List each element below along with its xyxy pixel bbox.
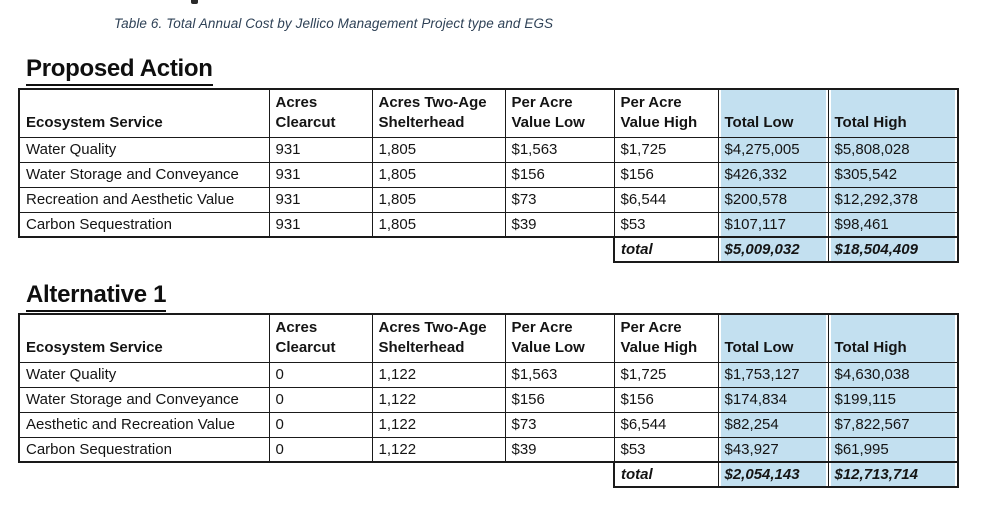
cell: $1,725 (613, 361, 719, 388)
cell: Carbon Sequestration (18, 436, 270, 463)
header-row: Ecosystem Service Acres Clearcut Acres Two-… (18, 88, 959, 138)
column-header: Total Low (717, 313, 829, 363)
cell: $61,995 (827, 436, 959, 463)
cell: $4,630,038 (827, 361, 959, 388)
cell: $1,563 (504, 136, 615, 163)
cell: $1,563 (504, 361, 615, 388)
cell: $7,822,567 (827, 411, 959, 438)
cell: $156 (504, 161, 615, 188)
table-row: Carbon Sequestration 0 1,122 $39 $53 $43,927 $… (18, 436, 959, 463)
cell: 1,805 (371, 161, 506, 188)
cell: $6,544 (613, 411, 719, 438)
cell: 1,805 (371, 136, 506, 163)
section-title-text: Alternative 1 (26, 281, 166, 312)
cell: $73 (504, 411, 615, 438)
cell: $98,461 (827, 211, 959, 238)
total-low-value: $5,009,032 (717, 236, 829, 263)
total-label: total (613, 236, 719, 263)
cell: $39 (504, 436, 615, 463)
column-header: Acres Two-Age Shelterhead (371, 313, 506, 363)
cell: $199,115 (827, 386, 959, 413)
cell: Water Storage and Conveyance (18, 386, 270, 413)
cell: 0 (268, 411, 373, 438)
cell: $12,292,378 (827, 186, 959, 213)
cell: Water Storage and Conveyance (18, 161, 270, 188)
cell: 931 (268, 136, 373, 163)
cell: 1,122 (371, 386, 506, 413)
column-header: Per Acre Value High (613, 313, 719, 363)
total-label: total (613, 461, 719, 488)
table-row: Water Quality 931 1,805 $1,563 $1,725 $4,275,… (18, 136, 959, 163)
cell: $53 (613, 211, 719, 238)
cell: 0 (268, 386, 373, 413)
cell: $43,927 (717, 436, 829, 463)
cell: $305,542 (827, 161, 959, 188)
cell: 1,122 (371, 411, 506, 438)
column-header: Acres Clearcut (268, 88, 373, 138)
cell: Water Quality (18, 361, 270, 388)
section-title-text: Proposed Action (26, 55, 213, 86)
clipped-text-fragment (191, 0, 198, 4)
column-header: Total Low (717, 88, 829, 138)
cell: $1,753,127 (717, 361, 829, 388)
cell: Carbon Sequestration (18, 211, 270, 238)
alternative-1-table: Ecosystem Service Acres Clearcut Acres Two-… (18, 313, 959, 488)
table-row: Carbon Sequestration 931 1,805 $39 $53 $107,1… (18, 211, 959, 238)
cell: 931 (268, 161, 373, 188)
cell: 931 (268, 211, 373, 238)
cell: 0 (268, 436, 373, 463)
total-high-value: $18,504,409 (827, 236, 959, 263)
cell: $156 (504, 386, 615, 413)
table-row: Aesthetic and Recreation Value 0 1,122 $73 $… (18, 411, 959, 438)
total-low-value: $2,054,143 (717, 461, 829, 488)
cell: 1,122 (371, 361, 506, 388)
cell: $200,578 (717, 186, 829, 213)
cell: $107,117 (717, 211, 829, 238)
column-header: Total High (827, 313, 959, 363)
table-row: Water Storage and Conveyance 0 1,122 $156 $1… (18, 386, 959, 413)
table-caption: Table 6. Total Annual Cost by Jellico Ma… (114, 16, 554, 31)
table-row: Water Storage and Conveyance 931 1,805 $156… (18, 161, 959, 188)
cell: 931 (268, 186, 373, 213)
cell: Aesthetic and Recreation Value (18, 411, 270, 438)
column-header: Acres Clearcut (268, 313, 373, 363)
cell: $156 (613, 161, 719, 188)
total-row: total $2,054,143 $12,713,714 (19, 461, 959, 488)
total-row: total $5,009,032 $18,504,409 (19, 236, 959, 263)
cell: $1,725 (613, 136, 719, 163)
cell: $82,254 (717, 411, 829, 438)
proposed-action-table: Ecosystem Service Acres Clearcut Acres Two-… (18, 88, 959, 263)
cell: 0 (268, 361, 373, 388)
cell: 1,122 (371, 436, 506, 463)
cell: $174,834 (717, 386, 829, 413)
cell: $156 (613, 386, 719, 413)
cell: $6,544 (613, 186, 719, 213)
column-header: Acres Two-Age Shelterhead (371, 88, 506, 138)
section-title-proposed-action: Proposed Action (26, 55, 213, 86)
column-header: Total High (827, 88, 959, 138)
section-title-alternative-1: Alternative 1 (26, 281, 166, 312)
header-row: Ecosystem Service Acres Clearcut Acres Two-… (18, 313, 959, 363)
cell: 1,805 (371, 211, 506, 238)
column-header: Ecosystem Service (18, 88, 270, 138)
table-row: Water Quality 0 1,122 $1,563 $1,725 $1,753,12… (18, 361, 959, 388)
spacer-cell (19, 462, 614, 487)
cell: $73 (504, 186, 615, 213)
cell: $5,808,028 (827, 136, 959, 163)
column-header: Ecosystem Service (18, 313, 270, 363)
cell: $39 (504, 211, 615, 238)
table-row: Recreation and Aesthetic Value 931 1,805 $7… (18, 186, 959, 213)
column-header: Per Acre Value Low (504, 88, 615, 138)
cell: Recreation and Aesthetic Value (18, 186, 270, 213)
cell: $53 (613, 436, 719, 463)
cell: 1,805 (371, 186, 506, 213)
total-high-value: $12,713,714 (827, 461, 959, 488)
cell: $426,332 (717, 161, 829, 188)
column-header: Per Acre Value Low (504, 313, 615, 363)
cell: $4,275,005 (717, 136, 829, 163)
spacer-cell (19, 237, 614, 262)
cell: Water Quality (18, 136, 270, 163)
column-header: Per Acre Value High (613, 88, 719, 138)
